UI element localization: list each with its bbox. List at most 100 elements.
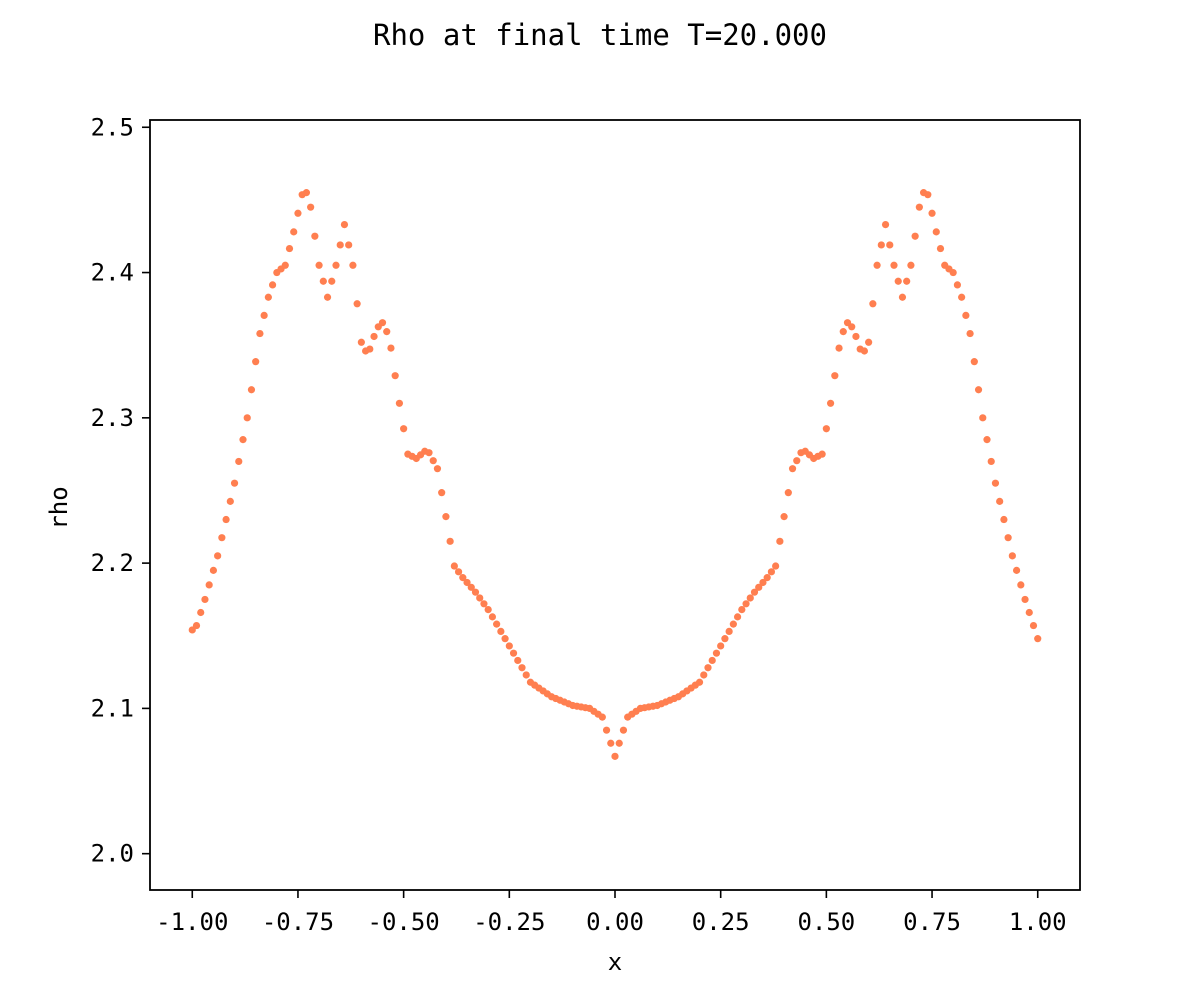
data-point	[323, 293, 332, 301]
data-point	[340, 221, 349, 229]
data-point	[493, 620, 501, 628]
data-point	[755, 583, 763, 591]
data-point	[835, 344, 843, 352]
data-point	[383, 328, 391, 336]
data-point	[852, 332, 860, 341]
data-points	[188, 189, 1042, 760]
data-point	[915, 203, 923, 211]
data-point	[860, 347, 869, 355]
data-point	[991, 479, 1000, 487]
data-point	[704, 664, 712, 672]
data-point	[784, 489, 792, 497]
x-tick-label: 0.00	[586, 908, 644, 936]
data-point	[721, 635, 729, 643]
data-point	[873, 261, 881, 269]
plot-frame	[149, 119, 1081, 891]
data-point	[467, 583, 475, 591]
data-point	[772, 562, 780, 570]
data-point	[205, 581, 213, 589]
data-point	[290, 228, 298, 236]
data-point	[1017, 581, 1025, 589]
data-point	[763, 574, 771, 582]
x-axis-label: x	[608, 948, 622, 976]
data-point	[260, 311, 268, 320]
data-point	[1025, 608, 1033, 617]
data-point	[222, 515, 230, 524]
data-point	[932, 228, 940, 236]
data-point	[708, 656, 716, 665]
y-tick-label: 2.1	[91, 694, 134, 722]
data-point	[370, 332, 378, 341]
data-point	[285, 244, 294, 253]
data-point	[907, 261, 915, 269]
data-point	[793, 457, 801, 465]
data-point	[268, 281, 277, 289]
data-point	[928, 209, 936, 217]
data-point	[209, 566, 218, 574]
data-point	[966, 329, 974, 338]
data-point	[387, 344, 395, 352]
y-tick-label: 2.5	[91, 113, 134, 141]
data-point	[717, 642, 725, 650]
data-point	[1004, 534, 1012, 542]
data-point	[725, 627, 733, 636]
data-point	[484, 606, 492, 614]
x-tick-label: 1.00	[1009, 908, 1067, 936]
data-point	[818, 450, 826, 458]
y-tick-label: 2.2	[91, 549, 134, 577]
data-point	[433, 465, 442, 473]
data-point	[1012, 566, 1021, 574]
data-point	[877, 241, 885, 249]
data-point	[776, 537, 784, 545]
data-point	[438, 489, 446, 497]
y-tick-label: 2.3	[91, 404, 134, 432]
data-point	[924, 191, 932, 199]
data-point	[214, 552, 222, 560]
y-axis-ticks: 2.0 2.1 2.2 2.3 2.4 2.5	[91, 113, 150, 868]
data-point	[239, 436, 247, 444]
data-point	[911, 232, 919, 240]
data-point	[979, 414, 987, 422]
data-point	[738, 606, 746, 614]
data-point	[319, 277, 327, 285]
data-point	[442, 513, 450, 521]
data-point	[598, 713, 606, 721]
data-point	[378, 319, 387, 327]
data-point	[1021, 595, 1029, 604]
data-point	[429, 457, 437, 465]
data-point	[839, 328, 847, 336]
data-point	[264, 293, 272, 301]
data-point	[425, 449, 433, 457]
data-point	[1000, 515, 1008, 524]
data-point	[746, 594, 754, 602]
x-axis-ticks: -1.00 -0.75 -0.50 -0.25 0.00 0.25 0.50 0.75 1.00	[156, 890, 1067, 936]
data-point	[395, 399, 404, 407]
data-point	[366, 345, 374, 353]
data-point	[446, 537, 454, 545]
data-point	[742, 600, 750, 608]
data-point	[501, 635, 509, 643]
x-tick-label: 0.25	[692, 908, 750, 936]
data-point	[247, 386, 256, 394]
data-point	[235, 457, 243, 466]
x-tick-label: -0.50	[368, 908, 440, 936]
data-point	[750, 588, 759, 596]
data-point	[822, 425, 830, 433]
data-point	[243, 414, 251, 422]
data-point	[454, 568, 463, 576]
data-point	[936, 244, 945, 253]
data-point	[695, 678, 704, 686]
data-point	[197, 608, 205, 617]
data-point	[192, 621, 201, 630]
data-point	[302, 189, 311, 197]
data-point	[881, 221, 890, 229]
data-point	[509, 649, 518, 657]
data-point	[894, 277, 902, 285]
data-point	[869, 300, 877, 308]
data-point	[898, 293, 907, 301]
data-point	[970, 358, 978, 366]
data-point	[328, 277, 336, 285]
data-point	[400, 425, 408, 433]
data-point	[611, 752, 619, 760]
data-point	[459, 574, 467, 582]
